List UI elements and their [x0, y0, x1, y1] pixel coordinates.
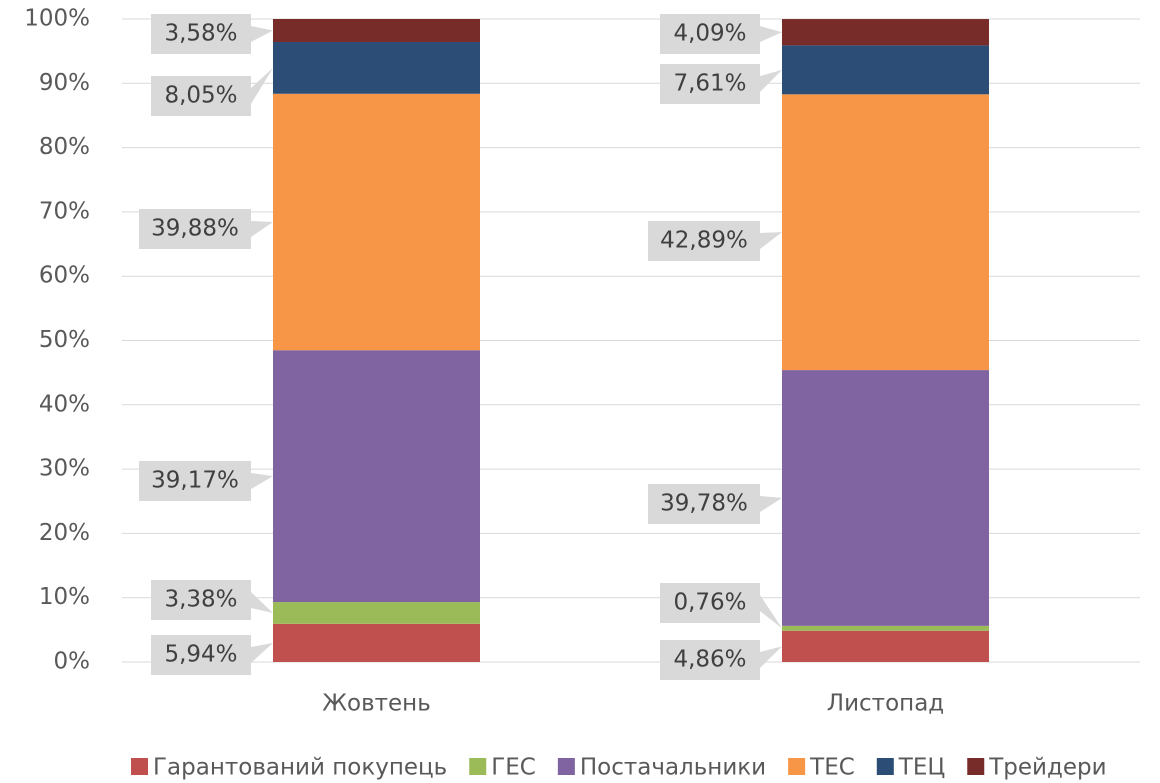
label-box: [648, 221, 760, 261]
legend-label: ГЕС: [491, 755, 536, 781]
bar-segment: [273, 42, 480, 94]
label-box: [648, 484, 760, 524]
label-pointer: [760, 646, 782, 668]
legend-swatch: [967, 758, 985, 775]
data-label: 39,78%: [660, 491, 748, 517]
label-pointer: [760, 69, 782, 92]
data-label: 5,94%: [164, 642, 237, 668]
y-tick-label: 50%: [39, 327, 90, 353]
y-tick-label: 90%: [39, 70, 90, 96]
label-box: [151, 635, 251, 675]
data-label: 39,17%: [151, 468, 239, 494]
label-pointer: [251, 221, 273, 237]
legend-label: ТЕЦ: [898, 755, 945, 781]
label-box: [660, 14, 760, 54]
legend-swatch: [788, 758, 806, 775]
label-pointer: [251, 642, 273, 663]
y-tick-label: 60%: [39, 263, 90, 289]
label-box: [151, 76, 251, 116]
legend-label: Гарантований покупець: [153, 755, 447, 781]
data-label: 3,38%: [164, 587, 237, 613]
label-box: [660, 64, 760, 104]
y-tick-label: 100%: [24, 6, 90, 32]
bar-segment: [273, 350, 480, 603]
bar-segment: [782, 45, 989, 95]
bar-segment: [273, 19, 480, 43]
data-label: 4,86%: [673, 647, 746, 673]
legend-swatch: [557, 758, 575, 775]
x-tick-label: Листопад: [827, 691, 944, 717]
label-pointer: [251, 592, 273, 613]
label-box: [151, 580, 251, 620]
y-tick-label: 70%: [39, 198, 90, 224]
label-pointer: [760, 26, 782, 42]
y-tick-label: 40%: [39, 391, 90, 417]
label-pointer: [251, 67, 273, 104]
y-tick-label: 30%: [39, 456, 90, 482]
label-pointer: [251, 26, 273, 42]
bar-segment: [782, 370, 989, 626]
label-box: [139, 209, 251, 249]
bar-segment: [273, 93, 480, 351]
bar-segment: [782, 19, 989, 46]
y-tick-label: 10%: [39, 584, 90, 610]
label-pointer: [760, 595, 782, 629]
label-box: [139, 461, 251, 501]
legend-swatch: [131, 758, 148, 775]
legend-swatch: [469, 758, 487, 775]
label-pointer: [760, 496, 782, 512]
data-label: 3,58%: [164, 21, 237, 47]
bar-segment: [273, 623, 480, 662]
label-box: [660, 640, 760, 680]
data-label: 42,89%: [660, 228, 748, 254]
data-label: 0,76%: [673, 590, 746, 616]
label-box: [660, 583, 760, 623]
data-label: 4,09%: [673, 21, 746, 47]
bar-segment: [273, 602, 480, 624]
legend-label: Постачальники: [580, 755, 766, 781]
legend-label: ТЕС: [809, 755, 855, 781]
bar-segment: [782, 94, 989, 371]
legend-label: Трейдери: [988, 755, 1106, 781]
label-pointer: [760, 232, 782, 249]
label-pointer: [251, 473, 273, 489]
bar-segment: [782, 625, 989, 631]
y-tick-label: 20%: [39, 520, 90, 546]
label-box: [151, 14, 251, 54]
data-label: 7,61%: [673, 71, 746, 97]
y-tick-label: 80%: [39, 134, 90, 160]
data-label: 8,05%: [164, 83, 237, 109]
bar-segment: [782, 630, 989, 662]
legend-swatch: [876, 758, 894, 775]
data-label: 39,88%: [151, 216, 239, 242]
x-tick-label: Жовтень: [322, 691, 431, 717]
y-tick-label: 0%: [54, 649, 91, 675]
